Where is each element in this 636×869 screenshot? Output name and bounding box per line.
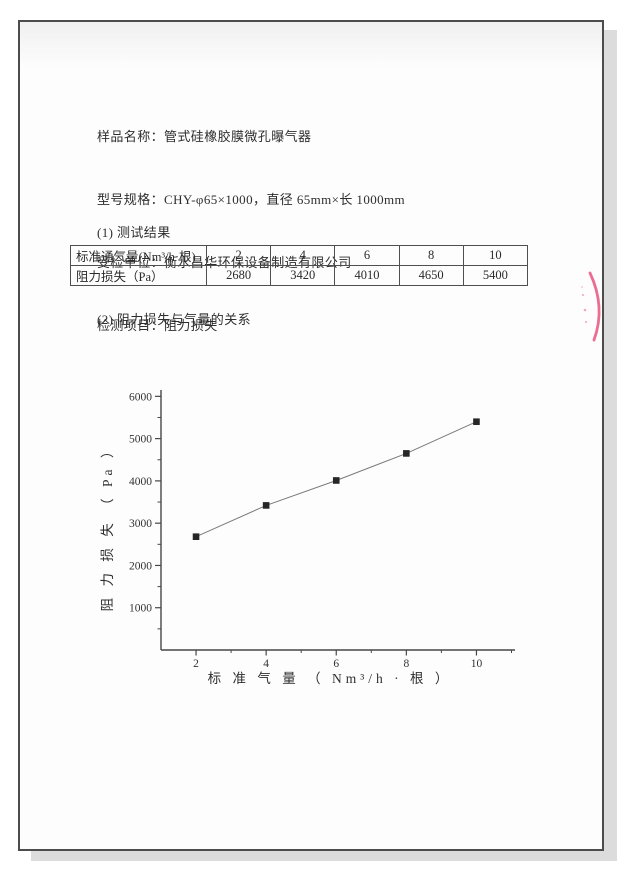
x-tick-label: 10: [471, 658, 483, 670]
x-tick-label: 6: [333, 658, 339, 670]
data-point-marker: [403, 450, 410, 457]
line-chart-svg: 1000 2000 3000 4000 5000 6000 2 4 6 8 10 标 准 气 量 （ …: [100, 390, 515, 686]
test-item-line: 检测项目：阻力损失: [97, 318, 218, 333]
document-header: 样品名称：管式硅橡胶膜微孔曝气器 型号规格：CHY-φ65×1000，直径 65…: [97, 84, 405, 378]
table-cell: 2: [205, 245, 272, 266]
red-pen-stroke: [588, 271, 601, 342]
x-tick-label: 2: [193, 658, 199, 670]
table-row-airflow: 标准通气量(Nm³/h·根) 2 4 6 8 10: [70, 245, 529, 266]
y-tick-label: 4000: [129, 476, 152, 488]
y-axis-title: 阻 力 损 失 （ Pa ）: [100, 441, 115, 612]
data-point-marker: [192, 533, 200, 540]
table-cell: 4: [270, 245, 336, 266]
table-cell: 6: [334, 245, 400, 266]
table-cell: 4010: [334, 265, 400, 286]
results-table: 标准通气量(Nm³/h·根) 2 4 6 8 10 阻力损失（Pa） 2680 …: [70, 245, 529, 286]
y-tick-label: 2000: [129, 560, 152, 572]
red-pen-speckle: [581, 286, 583, 288]
section-2-title: (2) 阻力损失与气量的关系: [97, 312, 252, 327]
y-tick-label: 6000: [129, 391, 152, 403]
table-cell: 10: [462, 245, 529, 266]
row-label-cell: 阻力损失（Pa）: [70, 265, 207, 286]
table-cell: 3420: [270, 265, 336, 286]
y-tick-label: 1000: [129, 603, 152, 615]
table-row-pressure-loss: 阻力损失（Pa） 2680 3420 4010 4650 5400: [70, 265, 529, 286]
model-spec-line: 型号规格：CHY-φ65×1000，直径 65mm×长 1000mm: [97, 192, 406, 207]
table-cell: 5400: [462, 265, 529, 286]
x-tick-label: 8: [403, 658, 409, 670]
table-cell: 8: [398, 245, 464, 266]
table-cell: 4650: [398, 265, 464, 286]
row-label-cell: 标准通气量(Nm³/h·根): [70, 245, 207, 266]
red-pen-mark: [581, 271, 601, 342]
y-tick-label: 3000: [129, 518, 152, 530]
data-point-marker: [332, 477, 340, 484]
data-point-marker: [262, 502, 270, 509]
red-pen-speckle: [584, 320, 588, 324]
red-pen-speckle: [581, 293, 585, 297]
red-pen-speckle: [583, 308, 587, 312]
y-tick-label: 5000: [129, 434, 152, 446]
pressure-loss-chart: 1000 2000 3000 4000 5000 6000 2 4 6 8 10 标 准 气 量 （ …: [82, 372, 542, 702]
x-axis-title: 标 准 气 量 （ Nm³/h · 根 ）: [208, 671, 453, 686]
document-page: 样品名称：管式硅橡胶膜微孔曝气器 型号规格：CHY-φ65×1000，直径 65…: [18, 20, 604, 851]
sample-name-line: 样品名称：管式硅橡胶膜微孔曝气器: [97, 129, 312, 144]
table-cell: 2680: [205, 265, 272, 286]
x-tick-label: 4: [263, 658, 269, 670]
section-1-title: (1) 测试结果: [97, 225, 171, 240]
data-point-marker: [473, 418, 480, 426]
